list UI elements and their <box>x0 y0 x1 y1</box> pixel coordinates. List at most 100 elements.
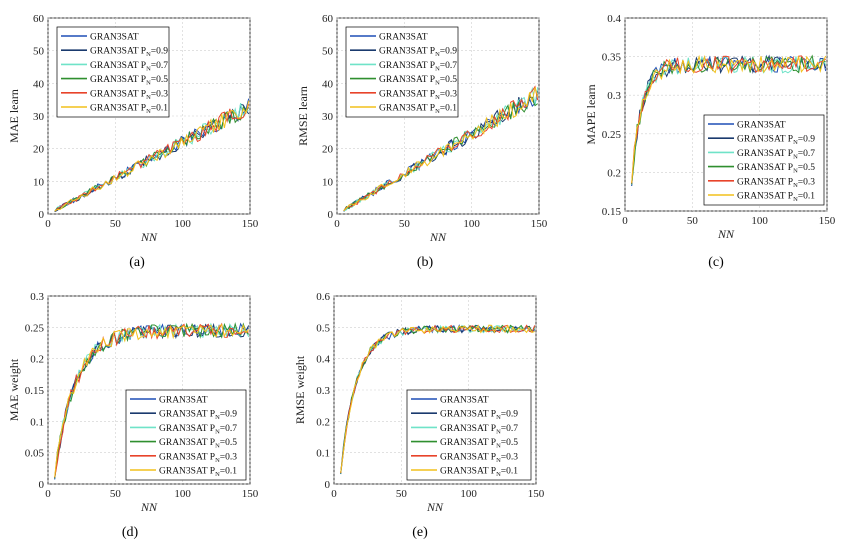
series-line-5 <box>631 54 827 183</box>
legend-entry-1: GRAN3SAT PN=0.9 <box>90 47 168 59</box>
chart-a: 0 10 20 30 40 50 60 0 50 100 150 NN MAE learn GRAN3SA… <box>7 13 259 270</box>
y-tick-label: 10 <box>33 176 45 188</box>
y-tick-label: 0.35 <box>602 52 622 64</box>
legend-entry-0: GRAN3SAT <box>440 396 489 406</box>
x-tick-label: 100 <box>460 488 477 500</box>
legend-entry-0: GRAN3SAT <box>159 396 208 406</box>
legend-entry-5: GRAN3SAT PN=0.1 <box>440 467 518 479</box>
y-tick-label: 0.4 <box>316 354 330 366</box>
series-line-3 <box>54 321 250 478</box>
y-tick-label: 40 <box>322 78 334 90</box>
panel-label: (b) <box>417 255 434 270</box>
y-tick-label: 40 <box>33 78 45 90</box>
series-line-5 <box>54 323 250 477</box>
x-tick-label: 0 <box>622 215 628 227</box>
panel-label: (a) <box>129 255 145 270</box>
y-tick-label: 0.5 <box>316 322 330 334</box>
legend-entry-3: GRAN3SAT PN=0.5 <box>90 75 168 87</box>
series-line-5 <box>54 100 250 212</box>
series-line-2 <box>343 86 539 212</box>
legend-entry-3: GRAN3SAT PN=0.5 <box>737 163 815 175</box>
x-tick-label: 150 <box>242 218 259 230</box>
y-tick-label: 30 <box>33 111 45 123</box>
y-tick-label: 0.1 <box>30 416 44 428</box>
legend-entry-0: GRAN3SAT <box>379 33 428 43</box>
y-tick-label: 0.3 <box>607 90 621 102</box>
series-line-3 <box>340 324 536 474</box>
y-tick-label: 0 <box>39 479 45 491</box>
y-axis-label: RMSE learn <box>296 86 310 146</box>
series-line-4 <box>54 322 249 478</box>
x-tick-label: 50 <box>399 218 411 230</box>
x-axis-label: NN <box>717 227 735 241</box>
x-tick-label: 50 <box>687 215 699 227</box>
x-tick-label: 0 <box>331 488 337 500</box>
legend-entry-3: GRAN3SAT PN=0.5 <box>159 438 237 450</box>
y-tick-label: 0.3 <box>30 291 44 303</box>
y-tick-label: 0 <box>39 209 45 221</box>
legend-entry-4: GRAN3SAT PN=0.3 <box>737 177 815 189</box>
y-tick-label: 0.4 <box>607 13 621 25</box>
legend-box <box>125 389 247 481</box>
y-tick-label: 0.2 <box>30 354 44 366</box>
x-tick-label: 150 <box>242 488 259 500</box>
legend-entry-3: GRAN3SAT PN=0.5 <box>379 75 457 87</box>
y-tick-label: 30 <box>322 111 334 123</box>
x-tick-label: 100 <box>463 218 480 230</box>
x-tick-label: 0 <box>334 218 340 230</box>
legend-entry-2: GRAN3SAT PN=0.7 <box>159 424 237 436</box>
x-tick-label: 50 <box>110 218 122 230</box>
series-line-2 <box>54 102 249 212</box>
legend: GRAN3SAT GRAN3SAT PN=0.9 GRAN3SAT PN=0.7 GR… <box>125 389 247 481</box>
x-axis-label: NN <box>429 230 447 244</box>
y-tick-label: 0 <box>328 209 334 221</box>
legend-entry-1: GRAN3SAT PN=0.9 <box>737 135 815 147</box>
legend-entry-4: GRAN3SAT PN=0.3 <box>90 89 168 101</box>
series-line-3 <box>54 105 250 212</box>
x-tick-label: 150 <box>819 215 836 227</box>
legend-entry-2: GRAN3SAT PN=0.7 <box>440 424 518 436</box>
legend-entry-2: GRAN3SAT PN=0.7 <box>90 61 168 73</box>
y-tick-label: 0.25 <box>25 322 45 334</box>
y-tick-label: 20 <box>33 144 45 156</box>
legend-entry-4: GRAN3SAT PN=0.3 <box>159 452 237 464</box>
chart-b: 0 10 20 30 40 50 60 0 50 100 150 NN RMSE learn GRAN3S… <box>296 13 548 270</box>
legend-entry-5: GRAN3SAT PN=0.1 <box>737 192 815 204</box>
legend-entry-1: GRAN3SAT PN=0.9 <box>440 410 518 422</box>
legend-entry-1: GRAN3SAT PN=0.9 <box>379 47 457 59</box>
chart-e: 0 0.1 0.2 0.3 0.4 0.5 0.6 0 50 100 150 NN RMSE weigh… <box>293 291 545 540</box>
x-axis-label: NN <box>426 500 444 514</box>
legend-entry-4: GRAN3SAT PN=0.3 <box>440 452 518 464</box>
y-axis-label: MAE learn <box>7 89 21 143</box>
y-tick-label: 60 <box>322 13 334 25</box>
legend: GRAN3SAT GRAN3SAT PN=0.9 GRAN3SAT PN=0.7 GR… <box>56 26 170 118</box>
x-tick-label: 0 <box>45 218 51 230</box>
legend-box <box>56 26 170 118</box>
legend-entry-3: GRAN3SAT PN=0.5 <box>440 438 518 450</box>
y-tick-label: 20 <box>322 144 334 156</box>
series-line-3 <box>343 93 538 212</box>
legend-entry-5: GRAN3SAT PN=0.1 <box>90 104 168 116</box>
y-tick-label: 0.2 <box>316 416 330 428</box>
x-axis-label: NN <box>140 230 158 244</box>
legend-entry-4: GRAN3SAT PN=0.3 <box>379 89 457 101</box>
y-tick-label: 0.2 <box>607 167 621 179</box>
legend-entry-2: GRAN3SAT PN=0.7 <box>379 61 457 73</box>
y-tick-label: 0 <box>325 479 331 491</box>
legend-entry-1: GRAN3SAT PN=0.9 <box>159 410 237 422</box>
x-tick-label: 50 <box>110 488 122 500</box>
panel-label: (e) <box>412 525 428 540</box>
x-tick-label: 100 <box>174 488 191 500</box>
y-axis-label: MAE weight <box>7 358 21 421</box>
legend-box <box>406 389 532 481</box>
legend-entry-0: GRAN3SAT <box>90 33 139 43</box>
panel-label: (d) <box>122 525 139 540</box>
x-tick-label: 100 <box>751 215 768 227</box>
y-tick-label: 60 <box>33 13 45 25</box>
x-tick-label: 0 <box>45 488 51 500</box>
legend: GRAN3SAT GRAN3SAT PN=0.9 GRAN3SAT PN=0.7 GR… <box>703 114 825 206</box>
x-tick-label: 50 <box>396 488 408 500</box>
y-tick-label: 0.1 <box>316 448 330 460</box>
y-tick-label: 0.05 <box>25 448 45 460</box>
